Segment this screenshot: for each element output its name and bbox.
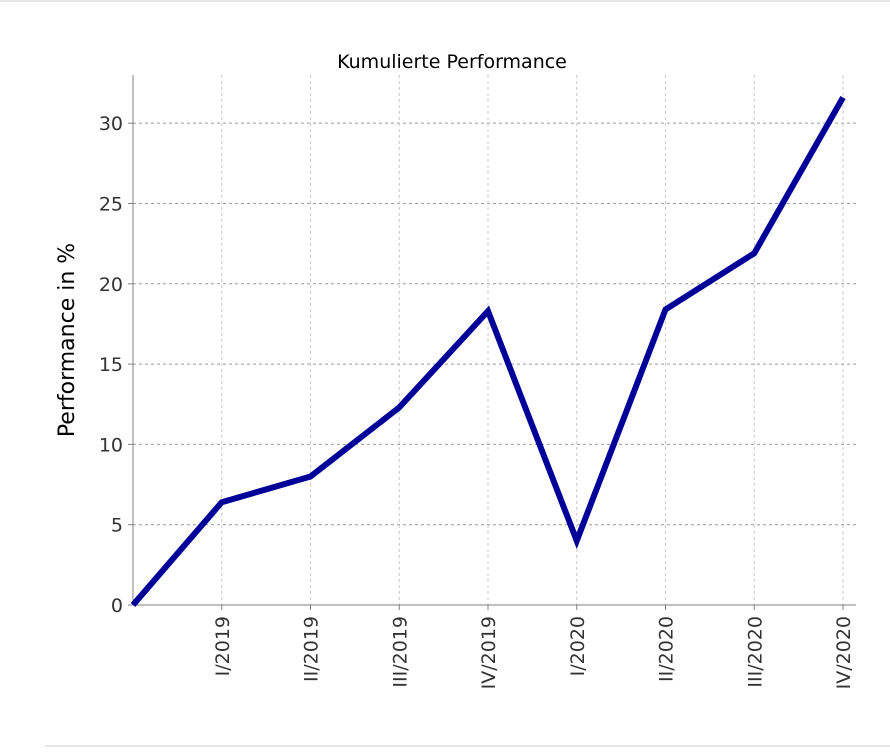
x-tick-label: III/2020 <box>744 616 766 688</box>
y-tick-label: 15 <box>99 354 123 376</box>
y-tick-label: 5 <box>111 515 123 537</box>
chart-title: Kumulierte Performance <box>337 51 567 73</box>
series-line <box>130 95 846 607</box>
y-tick-label: 20 <box>99 274 123 296</box>
y-tick-label: 30 <box>99 113 123 135</box>
y-tick-label: 25 <box>99 193 123 215</box>
x-tick-label: IV/2020 <box>833 616 855 689</box>
x-tick-label: II/2020 <box>656 616 678 682</box>
series-layer <box>130 95 846 607</box>
y-axis-ticks: 0 5 10 15 20 25 30 <box>99 113 133 617</box>
y-tick-label: 10 <box>99 434 123 456</box>
y-axis-label: Performance in % <box>55 243 80 437</box>
x-tick-label: II/2019 <box>301 616 323 682</box>
x-tick-label: III/2019 <box>389 616 411 688</box>
axes <box>132 75 856 606</box>
x-tick-label: IV/2019 <box>478 616 500 689</box>
x-axis-ticks: I/2019 II/2019 III/2019 IV/2019 I/2020 II/202… <box>212 605 855 689</box>
y-tick-label: 0 <box>111 595 123 617</box>
x-tick-label: I/2019 <box>212 616 234 676</box>
gridlines <box>133 75 856 605</box>
x-tick-label: I/2020 <box>567 616 589 676</box>
